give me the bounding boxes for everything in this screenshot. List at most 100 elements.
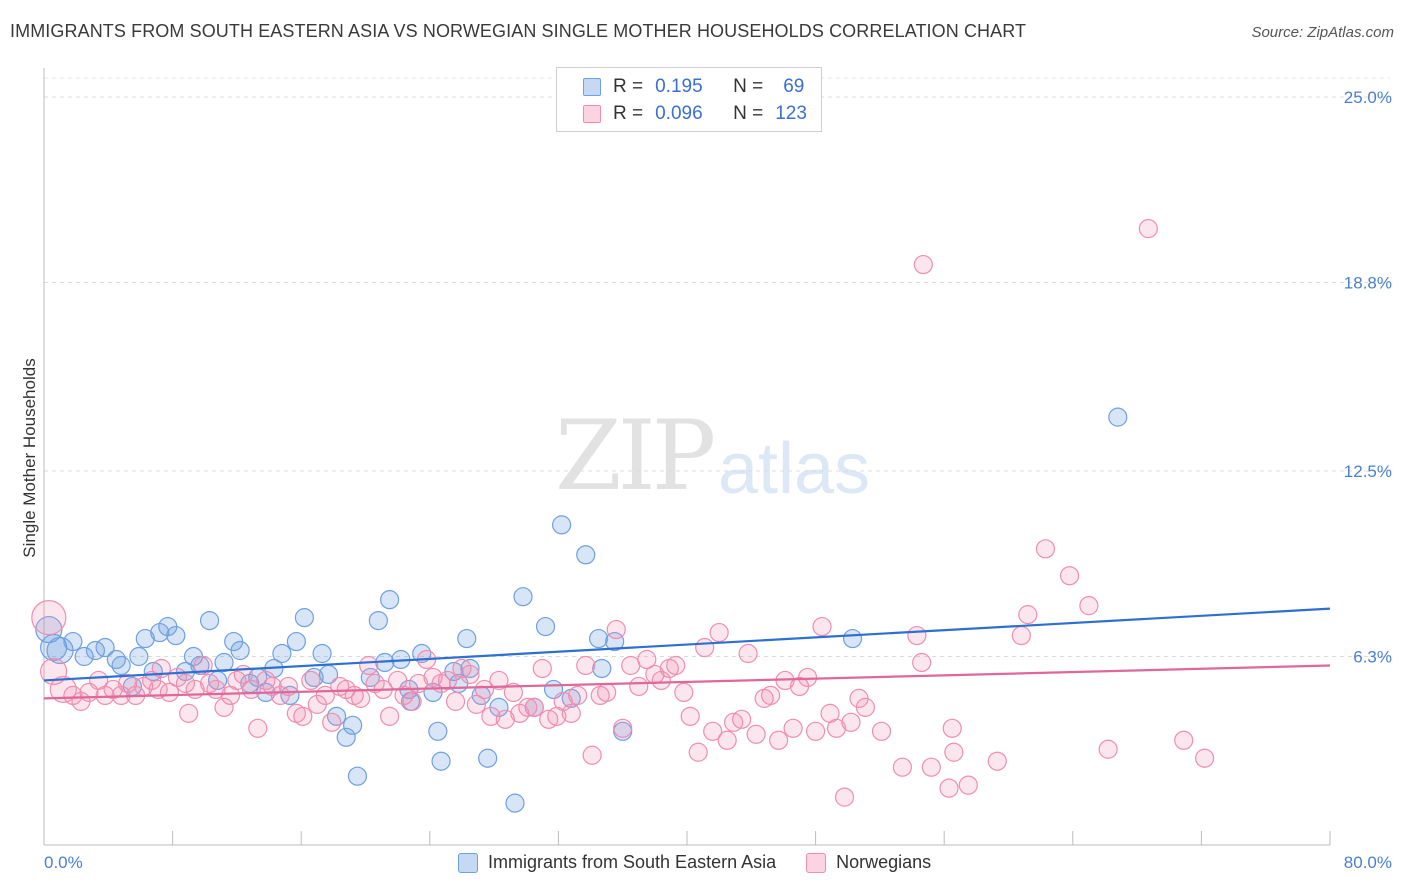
data-point-asia	[214, 652, 234, 673]
data-point-asia	[336, 727, 356, 747]
legend-row-series2: R = 0.096 N = 123	[583, 102, 807, 126]
y-tick-label: 18.8%	[1344, 274, 1392, 293]
data-point-asia	[135, 628, 155, 649]
series-legend: Immigrants from South Eastern Asia Norwe…	[458, 852, 931, 873]
data-point-norwegian	[1035, 539, 1056, 559]
data-point-norwegian	[855, 697, 876, 717]
data-point-asia	[368, 610, 388, 631]
data-point-asia	[111, 655, 131, 676]
data-point-norwegian	[709, 622, 729, 643]
data-point-norwegian	[597, 682, 617, 703]
data-point-norwegian	[445, 691, 466, 711]
data-point-norwegian	[942, 718, 962, 738]
data-point-norwegian	[834, 787, 855, 807]
data-point-norwegian	[1059, 566, 1080, 586]
data-point-norwegian	[826, 718, 847, 738]
data-point-asia	[552, 515, 572, 535]
data-point-asia	[478, 748, 498, 768]
legend-n-value: 123	[775, 103, 807, 124]
data-point-asia	[129, 646, 149, 667]
data-point-norwegian	[301, 670, 321, 691]
data-point-asia	[588, 628, 609, 649]
data-point-norwegian	[1138, 219, 1158, 239]
data-point-asia	[592, 658, 612, 679]
data-point-asia	[312, 643, 332, 664]
watermark-zip: ZIP	[555, 400, 716, 512]
data-point-asia	[842, 628, 863, 649]
data-point-norwegian	[621, 655, 641, 676]
data-point-norwegian	[695, 637, 715, 658]
data-point-norwegian	[629, 676, 649, 697]
data-point-asia	[304, 667, 324, 688]
data-point-norwegian	[703, 721, 723, 741]
trend-line-norwegian	[43, 664, 1331, 700]
data-point-norwegian	[797, 667, 818, 688]
data-point-norwegian	[576, 655, 596, 676]
legend-row-series1: R = 0.195 N = 69	[583, 75, 804, 99]
data-point-norwegian	[805, 721, 826, 741]
x-tick-min: 0.0%	[44, 853, 83, 872]
data-point-asia	[1108, 407, 1128, 427]
data-point-asia	[347, 766, 368, 786]
data-point-norwegian	[760, 685, 781, 706]
data-point-norwegian	[322, 712, 342, 732]
data-point-norwegian	[769, 730, 789, 750]
data-point-norwegian	[912, 652, 932, 673]
data-point-norwegian	[489, 670, 509, 691]
data-point-asia	[431, 751, 451, 771]
data-point-asia	[166, 625, 186, 646]
data-point-norwegian	[175, 673, 196, 694]
legend-r-label: R =	[613, 76, 644, 97]
data-point-asia	[286, 631, 306, 652]
legend-r-label: R =	[613, 103, 644, 124]
data-point-norwegian	[1195, 748, 1215, 768]
watermark-atlas: atlas	[718, 429, 871, 509]
data-point-norwegian	[193, 655, 213, 676]
data-point-norwegian	[871, 721, 892, 741]
legend-r-value: 0.096	[655, 103, 703, 124]
data-point-norwegian	[1018, 605, 1038, 625]
data-point-norwegian	[738, 643, 758, 664]
data-point-norwegian	[495, 709, 515, 729]
data-point-norwegian	[913, 254, 933, 275]
data-point-norwegian	[49, 675, 77, 704]
trend-line-asia	[43, 607, 1331, 682]
data-point-norwegian	[582, 745, 602, 765]
data-point-asia	[457, 628, 477, 649]
data-point-norwegian	[958, 775, 978, 795]
data-point-norwegian	[1174, 730, 1194, 750]
data-point-asia	[272, 643, 292, 664]
data-point-norwegian	[666, 655, 686, 676]
chart-title: IMMIGRANTS FROM SOUTH EASTERN ASIA VS NO…	[10, 21, 1027, 41]
data-point-asia	[74, 646, 94, 667]
data-point-norwegian	[637, 649, 657, 670]
legend-n-label: N =	[733, 76, 764, 97]
data-point-norwegian	[179, 703, 199, 723]
legend-n-label: N =	[733, 103, 764, 124]
data-point-asia	[230, 640, 250, 661]
legend-series2-label: Norwegians	[836, 852, 932, 872]
data-point-norwegian	[1098, 739, 1118, 759]
data-point-norwegian	[606, 619, 626, 640]
data-point-asia	[513, 587, 533, 607]
data-point-asia	[576, 545, 596, 565]
data-point-norwegian	[466, 694, 487, 714]
data-point-norwegian	[568, 685, 588, 706]
data-point-norwegian	[921, 757, 941, 777]
legend-swatch-blue	[458, 852, 478, 873]
data-point-asia	[63, 631, 83, 652]
data-point-asia	[294, 608, 315, 628]
data-point-norwegian	[532, 658, 552, 679]
data-point-norwegian	[892, 757, 913, 777]
stats-legend: R = 0.195 N = 69 R = 0.096 N = 123	[556, 67, 822, 132]
data-point-norwegian	[939, 778, 959, 798]
data-point-asia	[95, 637, 115, 658]
data-point-asia	[605, 631, 625, 652]
data-point-norwegian	[812, 616, 832, 637]
data-point-asia	[343, 715, 363, 735]
data-point-norwegian	[561, 703, 581, 723]
data-point-asia	[460, 658, 480, 679]
data-point-norwegian	[524, 697, 544, 717]
data-point-norwegian	[783, 718, 803, 738]
